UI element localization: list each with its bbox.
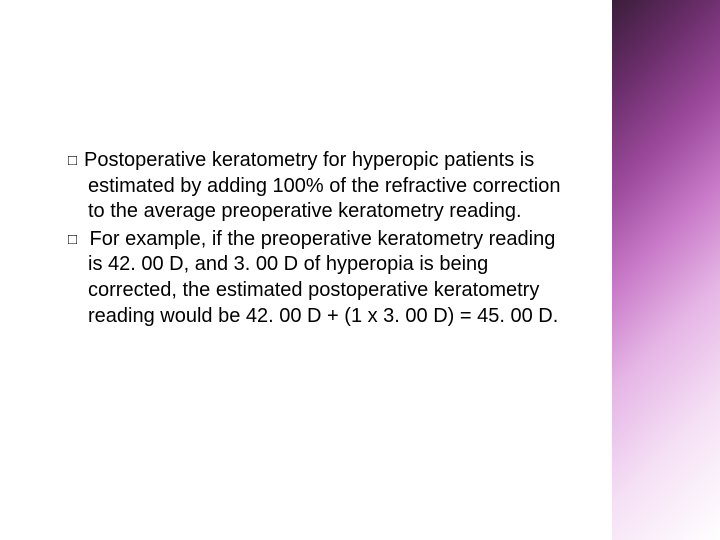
slide: □Postoperative keratometry for hyperopic… (0, 0, 720, 540)
body-text-block: □Postoperative keratometry for hyperopic… (68, 148, 568, 331)
square-bullet-icon: □ (68, 230, 84, 249)
square-bullet-icon: □ (68, 151, 84, 170)
bullet-item: □ For example, if the preoperative kerat… (68, 227, 568, 329)
bullet-item: □Postoperative keratometry for hyperopic… (68, 148, 568, 225)
content-area: □Postoperative keratometry for hyperopic… (0, 0, 612, 540)
bullet-text: For example, if the preoperative keratom… (84, 228, 558, 327)
accent-gradient-bar (612, 0, 720, 540)
bullet-text: Postoperative keratometry for hyperopic … (84, 149, 560, 222)
